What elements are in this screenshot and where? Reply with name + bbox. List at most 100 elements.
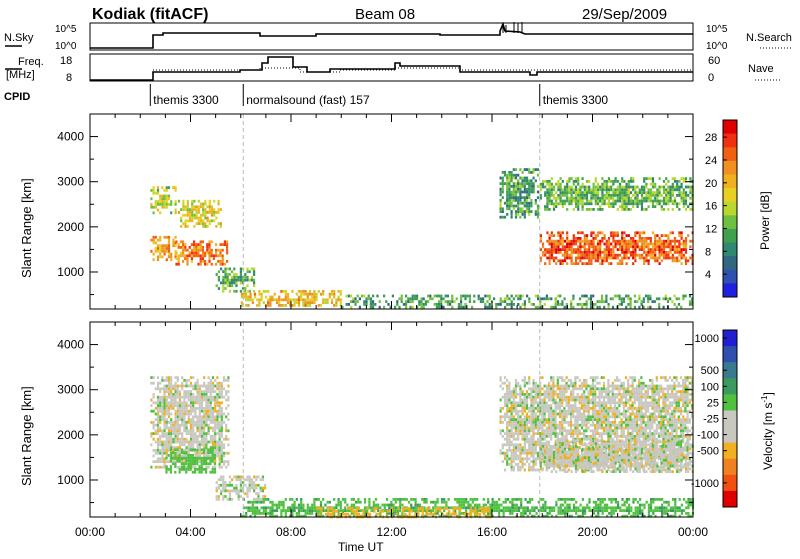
radar-echo-cell [566,191,568,194]
radar-echo-cell [549,506,551,509]
radar-echo-cell [656,200,658,203]
radar-echo-cell [439,510,441,513]
radar-echo-cell [575,240,577,243]
radar-echo-cell [196,460,198,463]
radar-echo-cell [224,484,226,487]
radar-echo-cell [172,438,174,441]
radar-echo-cell [506,432,508,435]
radar-echo-cell [155,466,157,469]
radar-echo-cell [212,454,214,457]
radar-echo-cell [214,379,216,382]
radar-echo-cell [650,243,652,246]
radar-echo-cell [579,186,581,189]
radar-echo-cell [313,301,315,304]
radar-echo-cell [522,202,524,205]
radar-echo-cell [177,421,179,424]
radar-echo-cell [191,249,193,252]
radar-echo-cell [560,504,562,507]
radar-echo-cell [278,506,280,509]
radar-echo-cell [168,413,170,416]
radar-echo-cell [166,203,168,206]
radar-echo-cell [632,254,634,257]
radar-echo-cell [541,393,543,396]
radar-echo-cell [535,393,537,396]
radar-echo-cell [227,390,229,393]
radar-echo-cell [656,240,658,243]
radar-echo-cell [186,446,188,449]
radar-echo-cell [325,513,327,516]
radar-echo-cell [177,385,179,388]
radar-echo-cell [179,457,181,460]
radar-echo-cell [235,279,237,282]
radar-echo-cell [613,498,615,501]
radar-echo-cell [615,506,617,509]
radar-echo-cell [164,396,166,399]
radar-echo-cell [179,454,181,457]
radar-echo-cell [665,200,667,203]
radar-echo-cell [196,214,198,217]
radar-echo-cell [533,466,535,469]
radar-echo-cell [544,208,546,211]
radar-echo-cell [564,297,566,300]
radar-echo-cell [157,396,159,399]
radar-echo-cell [159,438,161,441]
radar-echo-cell [617,191,619,194]
radar-echo-cell [224,276,226,279]
radar-echo-cell [533,188,535,191]
radar-echo-cell [211,263,213,266]
radar-echo-cell [537,213,539,216]
radar-echo-cell [665,245,667,248]
radar-echo-cell [175,211,177,214]
radar-echo-cell [238,492,240,495]
radar-echo-cell [623,245,625,248]
radar-echo-cell [204,203,206,206]
radar-echo-cell [503,501,505,504]
radar-echo-cell [537,385,539,388]
radar-echo-cell [560,498,562,501]
radar-echo-cell [681,234,683,237]
radar-echo-cell [201,443,203,446]
radar-echo-cell [214,404,216,407]
radar-echo-cell [161,200,163,203]
radar-echo-cell [683,197,685,200]
radar-echo-cell [168,385,170,388]
radar-echo-cell [198,208,200,211]
radar-echo-cell [511,216,513,219]
radar-echo-cell [170,413,172,416]
radar-echo-cell [170,418,172,421]
radar-echo-cell [652,202,654,205]
radar-echo-cell [537,205,539,208]
radar-echo-cell [265,296,267,299]
radar-echo-cell [420,297,422,300]
radar-echo-cell [240,495,242,498]
radar-echo-cell [546,200,548,203]
radar-echo-cell [186,438,188,441]
radar-echo-cell [322,290,324,293]
radar-echo-cell [579,194,581,197]
radar-echo-cell [213,208,215,211]
radar-echo-cell [153,258,155,261]
radar-echo-cell [204,263,206,266]
radar-echo-cell [451,297,453,300]
radar-echo-cell [524,199,526,202]
radar-echo-cell [205,410,207,413]
radar-echo-cell [641,231,643,234]
radar-echo-cell [159,421,161,424]
radar-echo-cell [395,509,397,512]
radar-echo-cell [519,469,521,472]
radar-echo-cell [661,243,663,246]
radar-echo-cell [182,203,184,206]
radar-echo-cell [470,504,472,507]
radar-echo-cell [353,498,355,501]
radar-echo-cell [592,295,594,298]
radar-echo-cell [513,303,515,306]
radar-echo-cell [671,300,673,303]
radar-echo-cell [170,427,172,430]
radar-echo-cell [533,185,535,188]
radar-echo-cell [365,297,367,300]
radar-echo-cell [522,427,524,430]
radar-echo-cell [513,455,515,458]
radar-echo-cell [506,452,508,455]
radar-echo-cell [508,457,510,460]
radar-echo-cell [650,506,652,509]
